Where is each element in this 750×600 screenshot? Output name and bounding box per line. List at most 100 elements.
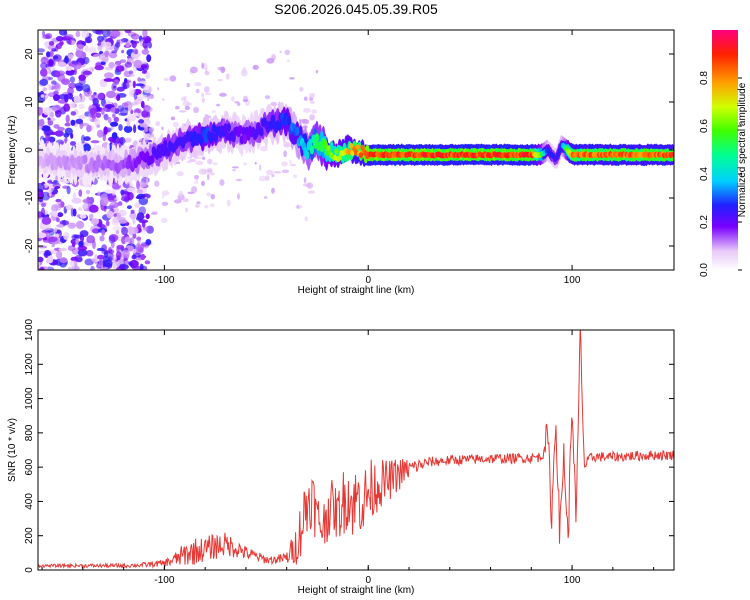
spectrogram-noise-blob	[65, 66, 73, 71]
spectrogram-noise-blob	[122, 249, 130, 259]
spectrogram-noise-blob	[68, 40, 72, 45]
spectrogram-noise-blob	[216, 103, 221, 107]
spectrogram-noise-blob	[78, 74, 86, 81]
spectrogram-noise-blob	[131, 254, 137, 260]
spectrogram-noise-blob	[175, 105, 180, 110]
spectrogram-noise-blob	[126, 187, 136, 193]
spectrogram-noise-blob	[303, 107, 311, 113]
spectrogram-noise-blob	[143, 94, 148, 99]
spectrogram-noise-blob	[131, 102, 138, 106]
spectrogram-noise-blob	[148, 86, 152, 94]
spectrogram-noise-blob	[130, 209, 135, 214]
spectrogram-noise-blob	[38, 256, 44, 263]
spectrogram-noise-blob	[184, 105, 190, 111]
spectrogram-noise-blob	[52, 183, 61, 188]
spectrogram-noise-blob	[84, 243, 93, 247]
colorbar-gradient	[712, 30, 738, 270]
spectrogram-noise-blob	[147, 95, 150, 102]
spectrogram-noise-blob	[143, 133, 152, 141]
spectrogram-noise-blob	[104, 189, 112, 194]
spectrogram-noise-blob	[150, 94, 154, 97]
spectrogram-noise-blob	[163, 77, 169, 82]
spectrogram-noise-blob	[38, 125, 43, 130]
spectrogram-ridge-cell	[326, 145, 331, 152]
spectrogram-noise-blob	[39, 118, 45, 127]
spectrogram-noise-blob	[61, 78, 71, 85]
spectrogram-noise-blob	[120, 189, 125, 196]
spectrogram-noise-blob	[118, 124, 123, 131]
spectrogram-noise-blob	[194, 82, 202, 87]
spectrogram-noise-blob	[299, 86, 304, 92]
spectrogram-noise-blob	[63, 231, 70, 241]
spectrogram-noise-blob	[145, 239, 152, 246]
spectrogram-noise-blob	[70, 119, 76, 126]
spectrogram-noise-blob	[123, 125, 133, 133]
spectrogram-noise-blob	[85, 249, 94, 257]
spectrogram-noise-blob	[81, 134, 86, 144]
spectrogram-noise-blob	[123, 80, 132, 83]
spectrogram-noise-blob	[106, 210, 114, 219]
spectrogram-noise-blob	[283, 150, 287, 158]
spectrogram-noise-blob	[178, 190, 184, 197]
spectrogram-noise-blob	[140, 100, 145, 109]
spectrogram-noise-blob	[101, 109, 105, 115]
spectrogram-noise-blob	[59, 257, 68, 264]
spectrogram-noise-blob	[79, 122, 90, 127]
spectrogram-noise-blob	[115, 251, 122, 259]
spectrogram-noise-blob	[42, 87, 48, 92]
colorbar-tick-label: 0.6	[699, 119, 710, 133]
spectrogram-noise-blob	[51, 80, 57, 85]
spectrogram-noise-blob	[108, 247, 112, 254]
spectrogram-ridge-cell	[225, 131, 230, 141]
snr-y-tick-label: 800	[24, 424, 35, 441]
spectrogram-noise-blob	[75, 49, 83, 58]
spectrogram-noise-blob	[47, 58, 56, 68]
spectrogram-ridge-cell	[94, 163, 99, 173]
spectrogram-noise-blob	[55, 35, 64, 42]
spectrogram-noise-blob	[118, 38, 125, 44]
spectrogram-noise-blob	[119, 59, 127, 63]
spectrogram-noise-blob	[135, 195, 143, 200]
spectrogram-ridge-cell	[242, 134, 248, 145]
spectrogram-noise-blob	[70, 111, 77, 116]
spectrogram-noise-blob	[55, 198, 62, 203]
colorbar-tick-label: 0.0	[699, 263, 710, 277]
spectrogram-noise-blob	[125, 42, 130, 48]
spectrogram-y-tick-label: -10	[24, 190, 35, 205]
spectrogram-noise-blob	[148, 41, 152, 49]
spectrogram-noise-blob	[75, 238, 80, 245]
snr-y-tick-label: 600	[24, 458, 35, 475]
spectrogram-noise-blob	[96, 247, 105, 252]
spectrogram-noise-blob	[311, 109, 318, 114]
spectrogram-ridge-cell	[322, 139, 328, 149]
spectrogram-noise-blob	[259, 164, 262, 171]
spectrogram-noise-blob	[75, 85, 84, 92]
snr-y-label: SNR (10 * v/v)	[7, 418, 18, 482]
spectrogram-noise-blob	[97, 45, 103, 51]
spectrogram-noise-blob	[48, 69, 52, 75]
spectrogram-noise-blob	[94, 254, 99, 262]
spectrogram-noise-blob	[117, 201, 123, 206]
spectrogram-noise-blob	[138, 219, 149, 224]
spectrogram-noise-blob	[64, 122, 71, 127]
spectrogram-noise-blob	[49, 111, 55, 118]
spectrogram-noise-blob	[161, 190, 170, 196]
snr-x-tick-label: -100	[154, 575, 174, 586]
spectrogram-noise-blob	[196, 179, 198, 184]
spectrogram-noise-blob	[84, 36, 93, 44]
snr-frame	[37, 329, 675, 571]
spectrogram-noise-blob	[161, 126, 164, 131]
spectrogram-noise-blob	[92, 30, 102, 34]
spectrogram-noise-blob	[40, 68, 48, 77]
spectrogram-noise-blob	[55, 45, 59, 52]
spectrogram-noise-blob	[289, 77, 295, 80]
spectrogram-noise-blob	[55, 110, 62, 118]
spectrogram-noise-blob	[110, 121, 119, 127]
spectrogram-noise-blob	[121, 81, 130, 90]
spectrogram-noise-blob	[58, 247, 67, 252]
spectrogram-noise-blob	[67, 222, 77, 229]
spectrogram-noise-blob	[117, 258, 126, 265]
spectrogram-noise-blob	[105, 220, 110, 227]
spectrogram-noise-blob	[183, 95, 187, 101]
spectrogram-noise-blob	[264, 95, 271, 100]
